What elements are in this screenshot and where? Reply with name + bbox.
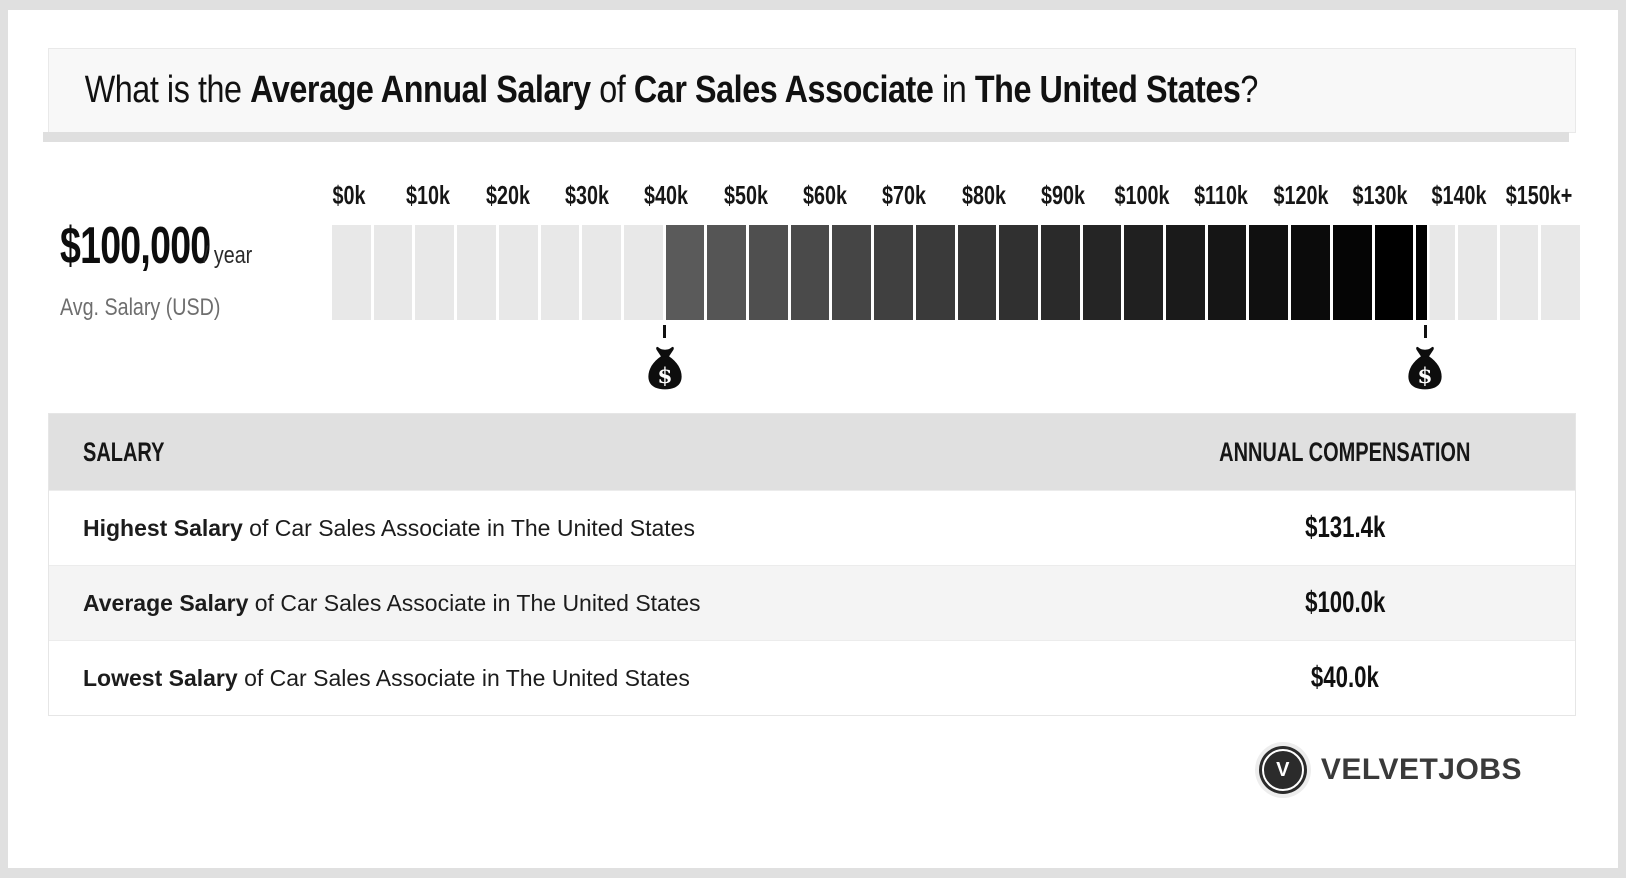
- svg-text:$: $: [1418, 363, 1433, 389]
- title-run: ?: [1240, 69, 1258, 111]
- velvetjobs-logo-icon: V: [1258, 746, 1307, 794]
- bar-segment: [582, 225, 621, 320]
- tick-labels: $0k $10k $20k $30k $40k $50k $60k $70k $80k $90k $…: [332, 180, 1580, 216]
- salary-table: SALARY ANNUAL COMPENSATION Highest Salar…: [48, 413, 1576, 716]
- bar-segment: [749, 225, 788, 320]
- bar-segment: [1541, 225, 1581, 320]
- bar-segment: [790, 225, 830, 320]
- title-run: Average Annual Salary: [250, 69, 591, 111]
- salary-summary: $100,000 / year Avg. Salary (USD): [60, 216, 263, 322]
- tick-label: $80k: [961, 180, 1006, 210]
- salary-amount: $100,000: [60, 217, 211, 275]
- salary-period: / year: [203, 242, 253, 269]
- bar-segment: [1332, 225, 1372, 320]
- bar-segment: [1082, 225, 1122, 320]
- bar-segment: [999, 225, 1038, 320]
- title-run: in: [933, 69, 975, 111]
- tick-label: $100k: [1114, 180, 1170, 210]
- salary-amount-line: $100,000 / year: [60, 216, 263, 276]
- salary-bar: [332, 225, 1581, 320]
- tick-label: $110k: [1194, 180, 1249, 210]
- tick-label: $40k: [644, 180, 689, 210]
- table-body: Highest Salary of Car Sales Associate in…: [49, 490, 1575, 715]
- row-value: $100.0k: [1304, 586, 1386, 619]
- bar-segment: [1416, 225, 1455, 320]
- bar-segment: [832, 225, 872, 320]
- row-label: Lowest Salary of Car Sales Associate in …: [83, 664, 690, 691]
- logo-monogram: V: [1276, 758, 1290, 781]
- bar-segment: [707, 225, 747, 320]
- bar-segment: [665, 225, 705, 320]
- bar-segment: [498, 225, 538, 320]
- tick-label: $120k: [1273, 180, 1329, 210]
- money-bag-icon: $: [1408, 346, 1442, 390]
- tick-label: $150k+: [1505, 180, 1572, 210]
- brand: V VELVETJOBS: [1258, 746, 1522, 794]
- title-run: What is the: [84, 69, 251, 111]
- tick-label: $30k: [564, 180, 609, 210]
- tick-label: $90k: [1040, 180, 1085, 210]
- bar-segment: [457, 225, 496, 320]
- bar-segment: [1499, 225, 1539, 320]
- title-box: What is the Average Annual Salary of Car…: [43, 48, 1576, 142]
- bar-segment: [1291, 225, 1330, 320]
- content-card: What is the Average Annual Salary of Car…: [8, 10, 1618, 868]
- bar-segment: [874, 225, 913, 320]
- bar-segment: [1374, 225, 1414, 320]
- tick-label: $140k: [1431, 180, 1487, 210]
- tick-label: $70k: [882, 180, 927, 210]
- page-title: What is the Average Annual Salary of Car…: [49, 69, 1259, 112]
- header-annual-compensation: ANNUAL COMPENSATION: [1219, 436, 1471, 467]
- salary-caption: Avg. Salary (USD): [60, 294, 221, 321]
- marker-tick: [663, 325, 667, 338]
- title-run: of: [590, 69, 634, 111]
- bar-segment: [373, 225, 413, 320]
- table-row: Lowest Salary of Car Sales Associate in …: [49, 640, 1575, 715]
- money-bag-icon: $: [648, 346, 682, 390]
- bar-segment: [623, 225, 663, 320]
- title-run: Car Sales Associate: [633, 69, 934, 111]
- header-salary: SALARY: [83, 436, 165, 467]
- tick-label: $60k: [802, 180, 847, 210]
- row-value: $40.0k: [1311, 661, 1379, 694]
- row-value: $131.4k: [1304, 511, 1386, 544]
- tick-label: $50k: [723, 180, 768, 210]
- bar-segment: [1249, 225, 1289, 320]
- row-label: Highest Salary of Car Sales Associate in…: [83, 514, 695, 541]
- tick-label: $10k: [406, 180, 451, 210]
- salary-scale-chart: $0k $10k $20k $30k $40k $50k $60k $70k $80k $90k $…: [332, 180, 1581, 405]
- svg-text:$: $: [657, 363, 672, 389]
- marker-lowest-salary: $: [646, 325, 684, 390]
- table-header-row: SALARY ANNUAL COMPENSATION: [49, 414, 1575, 490]
- bar-segment: [1207, 225, 1247, 320]
- tick-label: $0k: [332, 180, 366, 210]
- table-row: Average Salary of Car Sales Associate in…: [49, 565, 1575, 640]
- tick-label: $20k: [485, 180, 530, 210]
- bar-segment: [957, 225, 997, 320]
- bar-segment: [1124, 225, 1164, 320]
- bar-segment: [415, 225, 455, 320]
- bar-segment: [915, 225, 955, 320]
- bar-segment: [540, 225, 580, 320]
- brand-name: VELVETJOBS: [1320, 753, 1522, 786]
- table-row: Highest Salary of Car Sales Associate in…: [49, 490, 1575, 565]
- bar-segment: [1457, 225, 1497, 320]
- marker-tick: [1423, 325, 1427, 338]
- title-run: The United States: [974, 69, 1241, 111]
- bar-segment: [332, 225, 371, 320]
- tick-label: $130k: [1352, 180, 1408, 210]
- salary-markers: $ $: [332, 320, 1580, 405]
- row-label: Average Salary of Car Sales Associate in…: [83, 589, 701, 616]
- bar-segment: [1040, 225, 1080, 320]
- bar-segment: [1166, 225, 1205, 320]
- marker-highest-salary: $: [1406, 325, 1444, 390]
